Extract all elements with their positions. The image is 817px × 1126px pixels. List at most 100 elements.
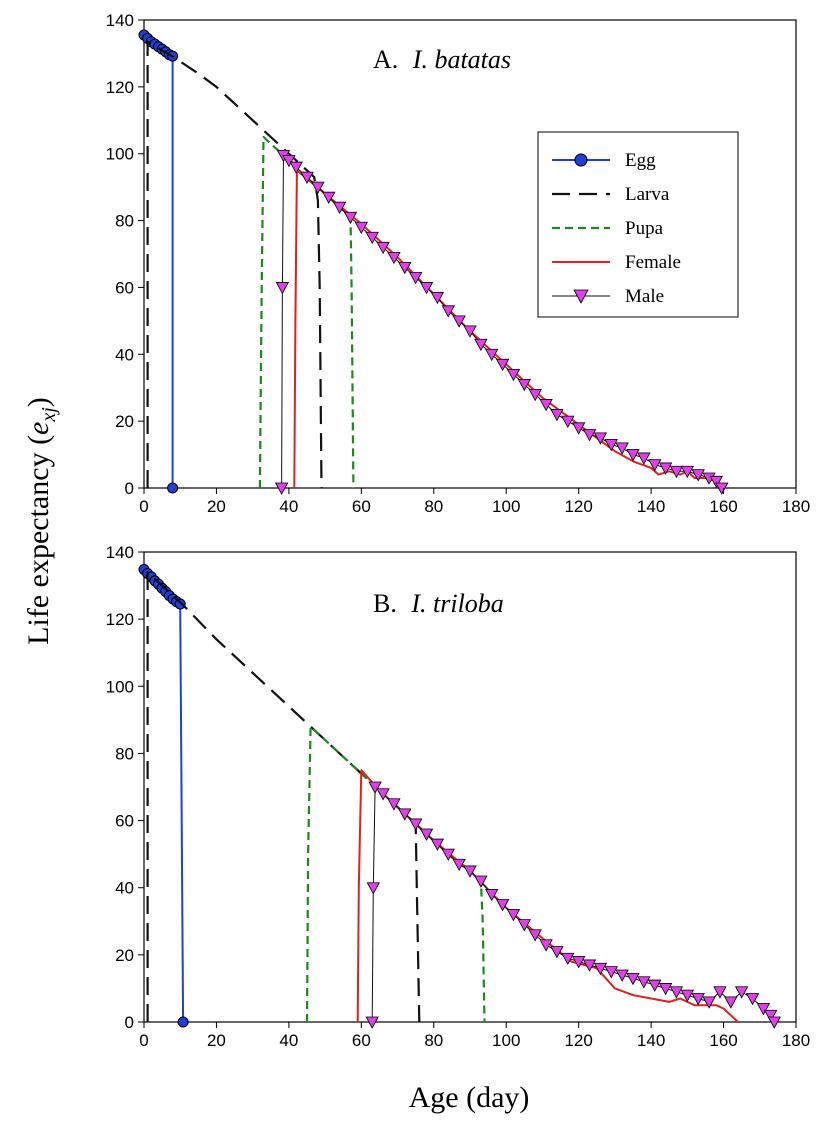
y-axis-title: Life expectancy (exj) (22, 397, 60, 645)
male-marker-b (658, 983, 673, 996)
y-axis-title-symbol: e (22, 422, 55, 435)
male-marker-b (398, 808, 412, 821)
x-tick-label-b: 0 (139, 1031, 148, 1050)
legend-label-pupa: Pupa (625, 218, 664, 239)
y-axis-title-main: Life expectancy ( (22, 435, 55, 645)
panel-label-a-prefix: A. (373, 45, 398, 74)
y-tick-label-b: 0 (125, 1013, 134, 1032)
male-marker-a (669, 465, 684, 479)
male-marker-a (376, 241, 390, 255)
y-tick-label-b: 60 (115, 812, 134, 831)
legend-label-larva: Larva (625, 184, 670, 205)
x-tick-label-b: 20 (207, 1031, 226, 1050)
tick-layer: 0 20 40 60 80 100 120 140 160 180 0 20 40 60 80 100 120 1… (106, 11, 811, 1050)
x-tick-label-a: 0 (139, 497, 148, 516)
male-marker-a (571, 422, 586, 435)
male-marker-a (593, 432, 608, 445)
x-tick-label-b: 160 (709, 1031, 737, 1050)
male-marker-b (495, 899, 510, 912)
male-marker-a (709, 475, 723, 489)
x-tick-label-b: 140 (637, 1031, 665, 1050)
male-marker-a (528, 389, 542, 402)
male-marker-b (561, 952, 575, 966)
y-axis-title-subscript: xj (38, 407, 60, 423)
male-marker-b (648, 979, 662, 992)
male-marker-b (550, 946, 564, 959)
male-marker-a (517, 378, 532, 392)
male-marker-b (452, 858, 466, 872)
male-marker-b (756, 1003, 771, 1016)
panel-label-b-species: I. triloba (410, 589, 503, 618)
male-marker-b (734, 986, 749, 999)
y-tick-label-a: 80 (115, 212, 134, 231)
x-tick-label-a: 100 (492, 497, 520, 516)
male-marker-a (463, 325, 477, 338)
male-marker-b (463, 865, 477, 878)
legend-label-male: Male (625, 286, 664, 307)
y-tick-label-a: 20 (115, 412, 134, 431)
male-marker-a (452, 315, 466, 328)
y-tick-label-a: 40 (115, 345, 134, 364)
male-marker-a (275, 282, 290, 295)
male-marker-b (506, 909, 521, 922)
male-marker-a (680, 465, 695, 479)
male-marker-a (648, 459, 662, 472)
legend-rows: Egg Larva Pupa Female Male (552, 150, 681, 307)
x-tick-label-a: 80 (424, 497, 443, 516)
male-marker-b (474, 875, 488, 888)
panel-label-b-prefix: B. (373, 589, 397, 618)
legend-label-egg: Egg (625, 150, 656, 171)
male-marker-a (282, 155, 296, 168)
male-marker-b (368, 781, 382, 794)
legend-marker-male (573, 289, 589, 304)
male-marker-a (322, 191, 336, 205)
y-axis-title-close: ) (22, 397, 55, 407)
male-marker-b (441, 848, 455, 861)
x-tick-label-b: 120 (564, 1031, 592, 1050)
male-marker-a (289, 161, 303, 174)
male-marker-a (626, 449, 640, 462)
male-marker-a (441, 305, 455, 318)
male-marker-a (637, 452, 651, 465)
male-marker-a (658, 462, 673, 475)
x-tick-label-b: 180 (782, 1031, 810, 1050)
male-marker-b (604, 966, 618, 979)
male-marker-a (582, 429, 597, 442)
x-tick-label-a: 60 (352, 497, 371, 516)
panel-label-a-species: I. batatas (412, 45, 511, 74)
male-marker-a (691, 469, 705, 482)
x-tick-label-b: 40 (279, 1031, 298, 1050)
male-marker-b (626, 972, 640, 986)
series-larva-line-a (146, 40, 323, 489)
male-marker-a (539, 399, 553, 412)
y-tick-label-a: 140 (106, 11, 134, 30)
male-marker-b (517, 919, 532, 932)
male-marker-b (365, 1016, 379, 1029)
male-marker-b (615, 969, 629, 982)
male-marker-b (539, 939, 553, 952)
male-marker-a (408, 272, 423, 285)
plot-frame-b (143, 551, 797, 1023)
x-tick-label-a: 180 (782, 497, 810, 516)
y-tick-label-a: 0 (125, 479, 134, 498)
male-marker-a (311, 181, 325, 194)
series-female-line-b (356, 769, 739, 1023)
male-marker-b (702, 996, 716, 1009)
series-pupa-line-b (305, 725, 486, 1023)
y-tick-label-a: 60 (115, 278, 134, 297)
male-marker-a (485, 348, 499, 362)
legend-marker-egg (574, 153, 588, 167)
egg-marker-a (167, 482, 179, 494)
male-marker-b (669, 986, 684, 999)
panel-label-b: B. I. triloba (373, 589, 504, 618)
y-tick-label-b: 100 (106, 677, 134, 696)
x-tick-label-a: 40 (279, 497, 298, 516)
x-axis-title: Age (day) (409, 1081, 530, 1114)
x-tick-label-a: 120 (564, 497, 592, 516)
series-egg-line-b (143, 568, 185, 1023)
male-marker-a (343, 211, 358, 225)
plot-frame-a (143, 19, 797, 489)
male-marker-a (300, 171, 314, 184)
male-marker-b (680, 989, 695, 1002)
